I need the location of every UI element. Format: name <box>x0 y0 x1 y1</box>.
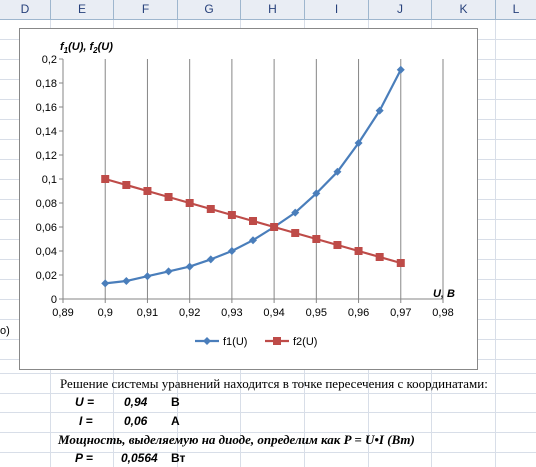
x-tick-label: 0,95 <box>306 307 327 319</box>
column-header-f[interactable]: F <box>114 0 178 19</box>
series-point-2 <box>333 241 342 249</box>
series-point-2 <box>185 199 194 207</box>
y-tick-label: 0,06 <box>36 222 57 234</box>
column-header-e[interactable]: E <box>51 0 114 19</box>
series-point-2 <box>227 211 236 219</box>
i-unit: А <box>171 414 180 428</box>
x-tick-label: 0,9 <box>98 307 113 319</box>
series-point-1 <box>101 279 110 288</box>
series-point-1 <box>354 139 363 147</box>
series-point-1 <box>227 247 236 255</box>
line-chart[interactable]: f1(U), f2(U) U, B 0 0,02 0,04 0,06 0,08 0,1 0,… <box>20 29 479 371</box>
column-header-h[interactable]: H <box>241 0 305 19</box>
y-tick-label: 0,16 <box>36 102 57 114</box>
power-formula-text: Мощность, выделяемую на диоде, определим… <box>58 432 415 447</box>
column-header-l[interactable]: L <box>512 2 520 16</box>
y-tick-label: 0,14 <box>36 126 57 138</box>
u-unit: В <box>171 395 180 409</box>
series-point-1 <box>375 106 384 115</box>
series-point-2 <box>206 205 215 213</box>
series-point-2 <box>249 217 257 225</box>
series-point-2 <box>291 229 300 237</box>
x-tick-label: 0,97 <box>390 307 411 319</box>
y-tick-label: 0,2 <box>42 54 57 66</box>
solution-intro: Решение системы уравнений находится в то… <box>60 376 488 391</box>
series-point-1 <box>249 236 257 245</box>
series-point-2 <box>143 187 152 195</box>
x-tick-label: 0,92 <box>179 307 200 319</box>
legend-marker-1 <box>203 337 211 345</box>
series-point-1 <box>291 208 300 217</box>
series-point-1 <box>206 255 215 264</box>
partial-cell-text: о) <box>0 325 10 337</box>
series-point-2 <box>122 181 131 189</box>
legend-marker-2 <box>273 337 281 345</box>
series-point-2 <box>312 235 321 243</box>
x-tick-label: 0,96 <box>348 307 369 319</box>
y-tick-label: 0,1 <box>42 174 57 186</box>
legend-label-1: f1(U) <box>223 336 247 348</box>
column-header-i[interactable]: I <box>305 0 369 19</box>
chart-legend: f1(U) f2(U) <box>195 336 317 348</box>
p-value: 0,0564 <box>121 451 158 465</box>
series-point-2 <box>354 247 363 255</box>
p-label: P = <box>75 451 93 465</box>
x-axis-label: U, B <box>433 288 455 300</box>
x-tick-label: 0,93 <box>221 307 242 319</box>
series-point-1 <box>333 167 342 176</box>
series-point-2 <box>101 175 110 183</box>
i-label: I = <box>79 414 93 428</box>
p-unit: Вт <box>171 451 186 465</box>
series-point-1 <box>396 65 405 74</box>
y-tick-label: 0 <box>51 294 57 306</box>
column-header-j[interactable]: J <box>369 0 432 19</box>
y-tick-label: 0,04 <box>36 246 57 258</box>
series-point-2 <box>164 193 173 201</box>
u-label: U = <box>75 395 95 409</box>
column-header-k[interactable]: K <box>432 0 496 19</box>
y-tick-label: 0,12 <box>36 150 57 162</box>
y-axis-label: f1(U), f2(U) <box>60 41 113 55</box>
series-point-2 <box>396 259 405 267</box>
series-point-2 <box>375 253 384 261</box>
u-value: 0,94 <box>124 395 148 409</box>
series-point-2 <box>270 223 279 231</box>
y-tick-label: 0,02 <box>36 270 57 282</box>
i-value: 0,06 <box>124 414 148 428</box>
series-point-1 <box>143 272 152 281</box>
column-header-g[interactable]: G <box>178 0 241 19</box>
chart-area[interactable]: f1(U), f2(U) U, B 0 0,02 0,04 0,06 0,08 0,1 0,… <box>19 28 478 370</box>
y-tick-label: 0,18 <box>36 78 57 90</box>
series-point-1 <box>312 189 321 198</box>
series-point-1 <box>185 262 194 271</box>
x-tick-label: 0,89 <box>52 307 73 319</box>
x-tick-label: 0,98 <box>432 307 453 319</box>
legend-label-2: f2(U) <box>293 336 317 348</box>
column-header-bar: D E F G H I J K L <box>0 0 536 20</box>
column-header-d[interactable]: D <box>0 0 51 19</box>
x-tick-label: 0,94 <box>263 307 284 319</box>
series-point-1 <box>122 277 131 285</box>
series-point-1 <box>164 267 173 276</box>
x-tick-label: 0,91 <box>137 307 158 319</box>
y-tick-label: 0,08 <box>36 198 57 210</box>
